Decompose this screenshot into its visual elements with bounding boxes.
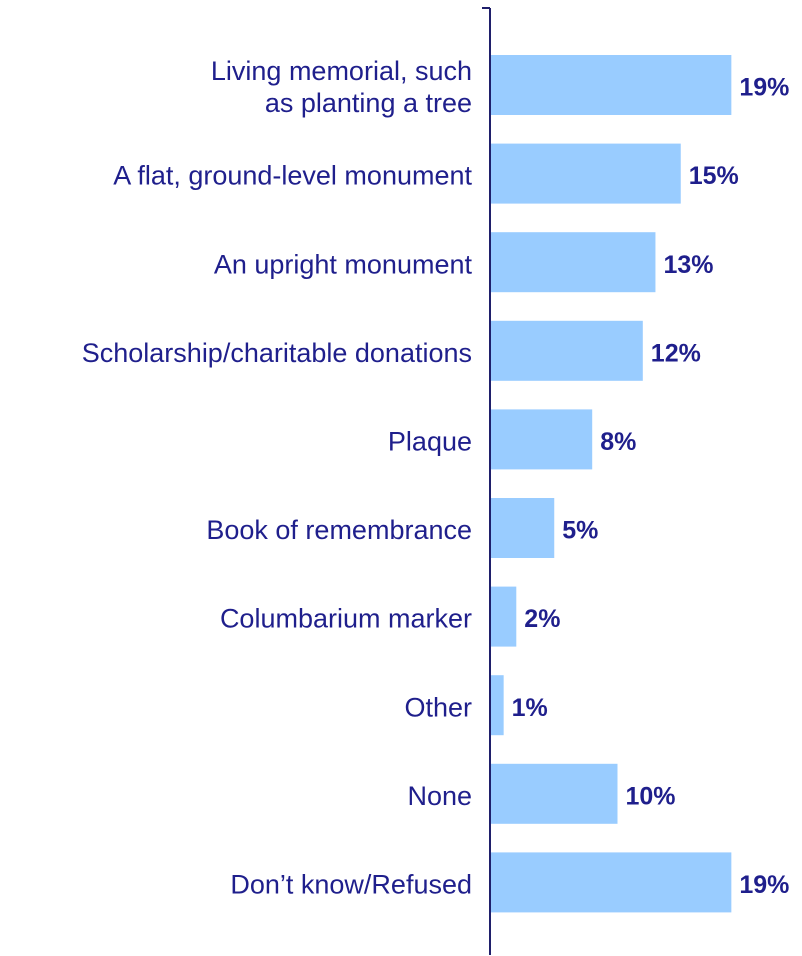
bar <box>491 852 732 913</box>
category-label: Columbarium marker <box>220 604 472 634</box>
value-label: 8% <box>600 428 636 456</box>
category-label: A flat, ground-level monument <box>113 161 472 191</box>
value-label: 1% <box>512 694 548 722</box>
bar <box>491 409 593 470</box>
value-label: 19% <box>739 871 789 899</box>
value-label: 15% <box>689 162 739 190</box>
category-label: Plaque <box>388 427 472 457</box>
value-label: 5% <box>562 517 598 545</box>
category-label: Don’t know/Refused <box>230 870 472 900</box>
bar <box>491 55 732 115</box>
category-label: Scholarship/charitable donations <box>82 338 472 368</box>
bar <box>491 675 504 736</box>
bar <box>491 498 555 558</box>
category-label: Other <box>404 692 472 722</box>
bar <box>491 143 681 204</box>
value-label: 10% <box>626 782 676 810</box>
category-label: An upright monument <box>214 249 473 279</box>
category-label: Living memorial, such as planting a tree <box>211 56 472 118</box>
value-label: 2% <box>524 605 560 633</box>
category-label: None <box>407 781 472 811</box>
value-label: 19% <box>739 74 789 102</box>
value-label: 12% <box>651 339 701 367</box>
value-label: 13% <box>663 251 713 279</box>
bar <box>491 320 643 381</box>
bar <box>491 586 517 647</box>
category-label: Book of remembrance <box>206 515 472 545</box>
bar <box>491 232 656 293</box>
bar <box>491 763 618 824</box>
